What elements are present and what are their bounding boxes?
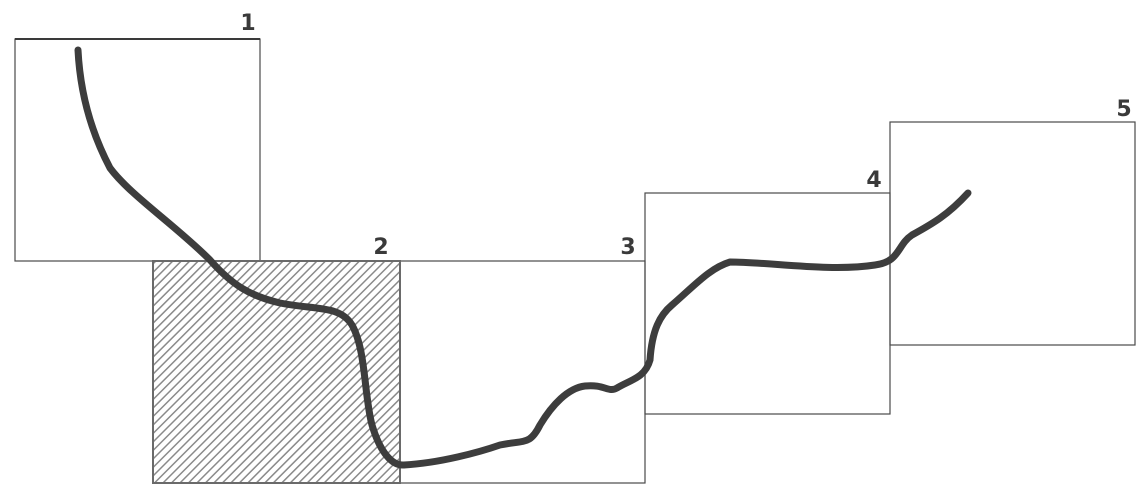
track-path (74, 46, 972, 469)
frame-2-hatched: 2 (152, 235, 401, 484)
frame-2-label: 2 (373, 235, 388, 260)
frame-5: 5 (889, 97, 1136, 346)
frame-5-label: 5 (1116, 97, 1131, 122)
frame-4-label: 4 (866, 168, 881, 193)
frame-3: 3 (399, 235, 646, 484)
frame-4: 4 (644, 168, 891, 415)
frame-3-label: 3 (620, 235, 635, 260)
frame-1-label: 1 (240, 11, 255, 36)
frame-1: 1 (14, 11, 261, 262)
